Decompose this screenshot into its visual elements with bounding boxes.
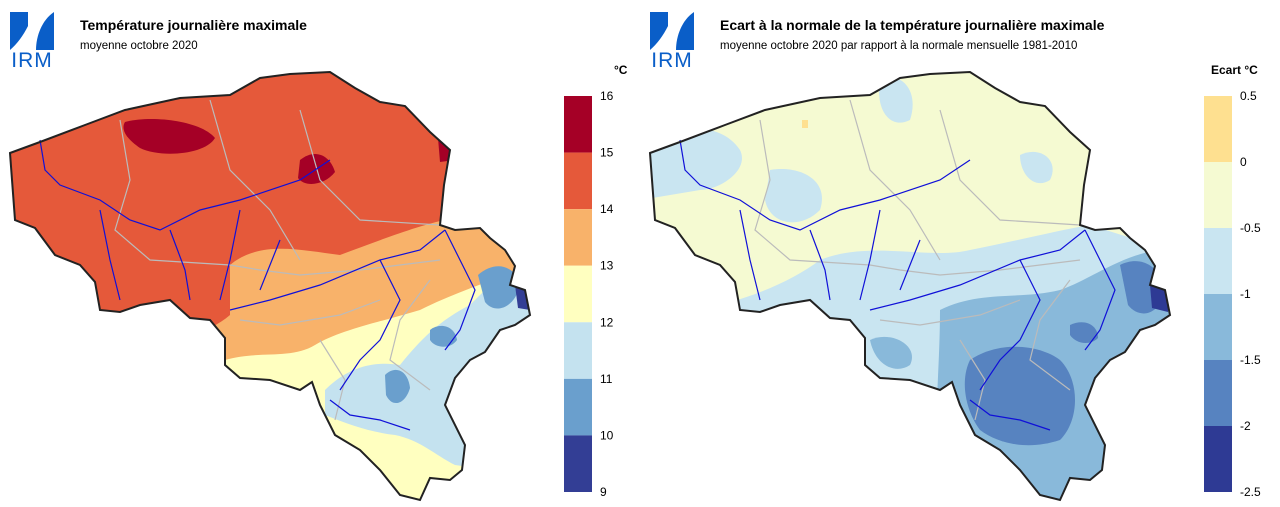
rivers: [39, 139, 476, 431]
map-title: Ecart à la normale de la température jou…: [720, 17, 1105, 33]
zone-10-11-east: [478, 266, 520, 309]
legend-tick-label: -1: [1240, 287, 1251, 301]
legend-tick-label: 12: [600, 315, 614, 329]
legend-swatch: [1204, 162, 1232, 228]
legend-swatch: [564, 96, 592, 153]
legend-tick-label: 13: [600, 259, 614, 273]
zone-minus15-minus1-west: [870, 336, 912, 369]
zone-minus1-minus05-west: [765, 169, 822, 223]
temperature-legend: 16 15 14 13 12 11 10 9: [564, 89, 614, 499]
legend-swatch: [564, 378, 592, 436]
legend-tick-label: -1.5: [1240, 353, 1261, 367]
legend-swatch: [1204, 360, 1232, 426]
legend-swatch: [564, 322, 592, 379]
irm-logo-icon: [650, 12, 694, 50]
legend-swatch: [1204, 294, 1232, 360]
temperature-map: [9, 71, 531, 501]
legend-tick-label: 14: [600, 202, 614, 216]
province-lines: [754, 99, 1081, 421]
zone-minus1-minus05-east: [1020, 151, 1053, 184]
legend-swatch: [564, 209, 592, 266]
legend-swatch: [1204, 426, 1232, 492]
map-title: Température journalière maximale: [80, 17, 307, 33]
anomaly-map: [649, 71, 1171, 501]
anomaly-legend: 0.5 0 -0.5 -1 -1.5 -2 -2.5: [1204, 89, 1261, 499]
legend-tick-label: 10: [600, 428, 614, 442]
zone-15-16-north: [123, 118, 215, 154]
legend-swatch: [564, 435, 592, 492]
map-subtitle: moyenne octobre 2020 par rapport à la no…: [720, 40, 1078, 52]
legend-swatch: [564, 265, 592, 323]
zone-minus2-minus15-center: [1070, 322, 1098, 344]
legend-tick-label: -2: [1240, 419, 1251, 433]
legend-unit: Ecart °C: [1211, 63, 1258, 77]
legend-tick-label: 11: [600, 372, 613, 386]
legend-unit: °C: [614, 63, 628, 77]
zone-10-11-ardennes: [430, 325, 457, 347]
legend-tick-label: -2.5: [1240, 485, 1261, 499]
legend-swatch: [564, 152, 592, 210]
map-subtitle: moyenne octobre 2020: [80, 40, 198, 52]
legend-tick-label: 9: [600, 485, 607, 499]
legend-tick-label: 15: [600, 146, 614, 160]
legend-tick-label: 0.5: [1240, 89, 1257, 103]
rivers: [679, 139, 1116, 431]
irm-logo-text: IRM: [11, 49, 53, 72]
legend-tick-label: 16: [600, 89, 614, 103]
zone-minus1-minus05-north: [879, 77, 913, 123]
legend-swatch: [1204, 96, 1232, 162]
irm-logo-icon: [10, 12, 54, 50]
zone-10-11-south: [385, 369, 410, 404]
legend-swatch: [1204, 228, 1232, 294]
legend-tick-label: -0.5: [1240, 221, 1261, 235]
zone-0-05: [802, 120, 808, 128]
irm-logo-text: IRM: [651, 49, 693, 72]
legend-tick-label: 0: [1240, 155, 1247, 169]
panel-temperature-anomaly: IRM Ecart à la normale de la température…: [640, 0, 1280, 507]
panel-max-temperature: IRM Température journalière maximale moy…: [9, 12, 628, 501]
